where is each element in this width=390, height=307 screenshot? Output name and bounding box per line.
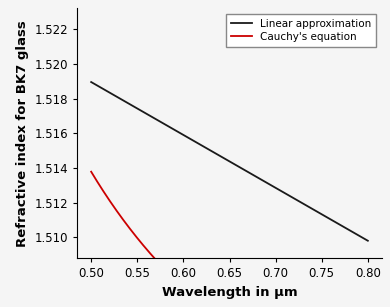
Line: Linear approximation: Linear approximation bbox=[91, 82, 368, 241]
Line: Cauchy's equation: Cauchy's equation bbox=[91, 172, 368, 307]
Linear approximation bbox=[222, 157, 227, 160]
Linear approximation bbox=[239, 166, 243, 170]
Y-axis label: Refractive index for BK7 glass: Refractive index for BK7 glass bbox=[16, 20, 29, 247]
Linear approximation bbox=[254, 175, 258, 178]
Linear approximation bbox=[220, 156, 225, 159]
Cauchy's equation bbox=[89, 170, 94, 173]
Linear approximation bbox=[316, 210, 320, 214]
Linear approximation bbox=[365, 239, 370, 243]
Legend: Linear approximation, Cauchy's equation: Linear approximation, Cauchy's equation bbox=[226, 14, 376, 47]
Linear approximation bbox=[89, 80, 94, 84]
Linear approximation bbox=[359, 235, 363, 239]
X-axis label: Wavelength in μm: Wavelength in μm bbox=[162, 286, 297, 299]
